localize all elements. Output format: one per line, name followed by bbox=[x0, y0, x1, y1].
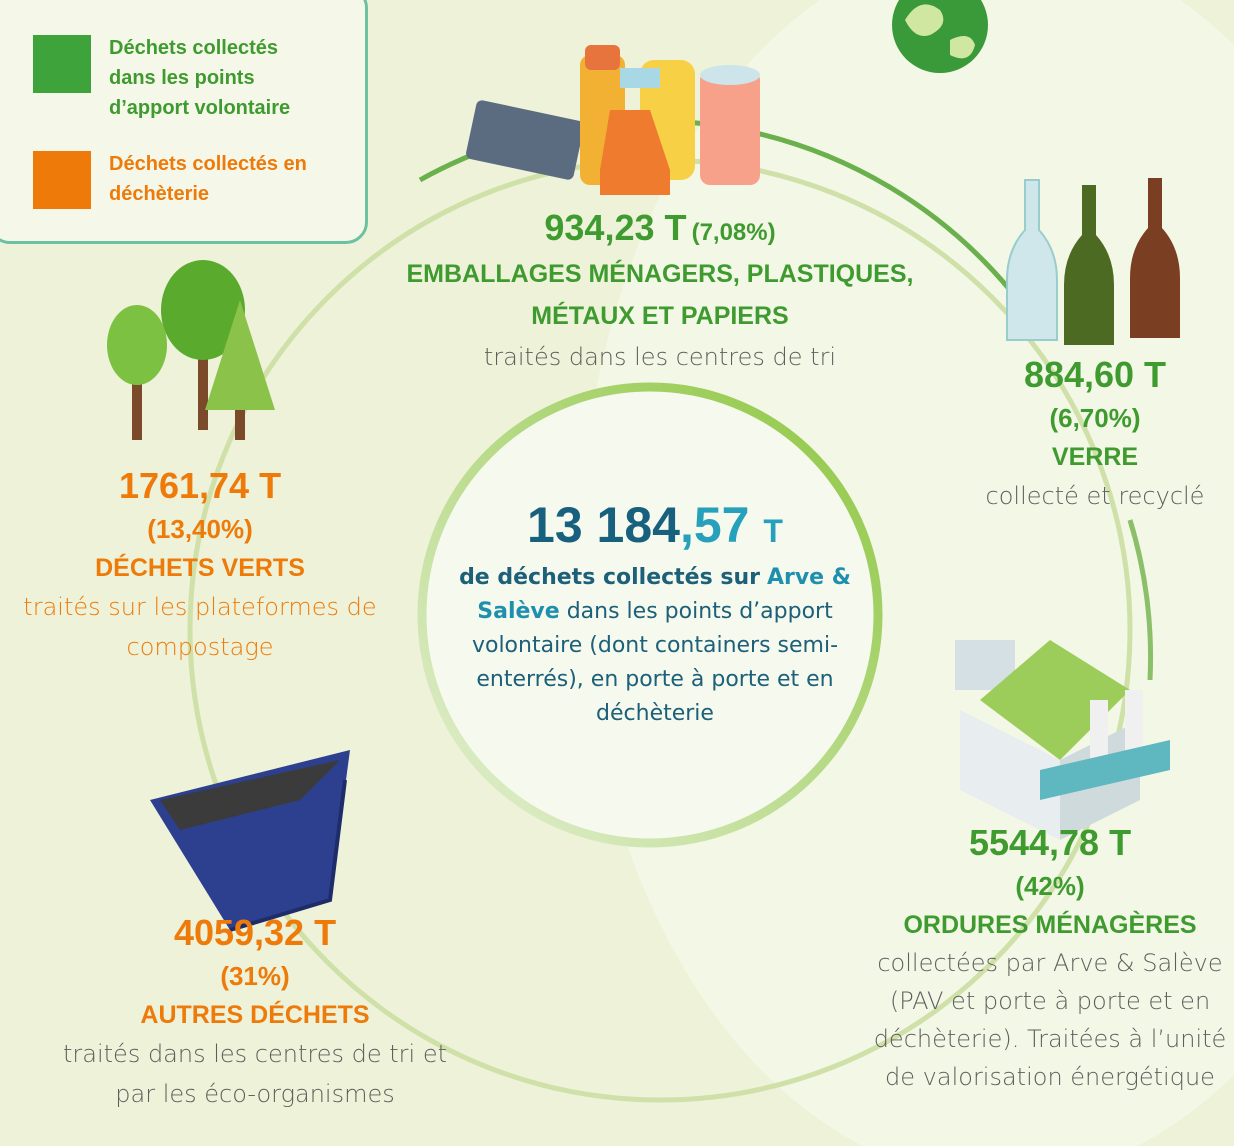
page: Déchets collectés dans les points d’appo… bbox=[0, 0, 1234, 1146]
item-label: EMBALLAGES MÉNAGERS, PLASTIQUES, MÉTAUX … bbox=[400, 253, 920, 337]
item-verts: 1761,74 T (13,40%) DÉCHETS VERTS traités… bbox=[10, 463, 390, 667]
item-description: collecté et recyclé bbox=[950, 476, 1234, 516]
packaging-icon bbox=[465, 45, 760, 195]
legend-label: Déchets collectés en déchèterie bbox=[109, 149, 329, 209]
item-amount: 884,60 T bbox=[950, 352, 1234, 398]
item-description: collectées par Arve & Salève (PAV et por… bbox=[855, 944, 1234, 1096]
legend-swatch bbox=[33, 35, 91, 93]
item-label: AUTRES DÉCHETS bbox=[40, 996, 470, 1034]
item-amount: 5544,78 T bbox=[855, 820, 1234, 866]
legend-label: Déchets collectés dans les points d’appo… bbox=[109, 33, 329, 123]
item-label: DÉCHETS VERTS bbox=[10, 549, 390, 587]
center-description: de déchets collectés sur Arve & Salève d… bbox=[430, 561, 880, 731]
item-description: traités dans les centres de tri et par l… bbox=[40, 1034, 470, 1114]
center-text: 13 184,57 T de déchets collectés sur Arv… bbox=[430, 495, 880, 731]
item-percent: (7,08%) bbox=[692, 219, 776, 246]
item-label: ORDURES MÉNAGÈRES bbox=[855, 906, 1234, 944]
item-amount: 4059,32 T bbox=[40, 910, 470, 956]
item-verre: 884,60 T (6,70%) VERRE collecté et recyc… bbox=[950, 352, 1234, 516]
legend: Déchets collectés dans les points d’appo… bbox=[0, 0, 368, 244]
item-emballages: 934,23 T (7,08%) EMBALLAGES MÉNAGERS, PL… bbox=[400, 205, 920, 377]
skip-icon bbox=[150, 750, 350, 930]
legend-item: Déchets collectés en déchèterie bbox=[33, 149, 329, 209]
bottles-icon bbox=[1007, 178, 1180, 345]
item-percent: (13,40%) bbox=[10, 509, 390, 549]
item-percent: (6,70%) bbox=[950, 398, 1234, 438]
item-autres: 4059,32 T (31%) AUTRES DÉCHETS traités d… bbox=[40, 910, 470, 1114]
item-amount: 934,23 T bbox=[544, 207, 686, 248]
item-label: VERRE bbox=[950, 438, 1234, 476]
legend-swatch bbox=[33, 151, 91, 209]
center-bold: de déchets collectés sur bbox=[459, 565, 760, 590]
item-description: traités dans les centres de tri bbox=[400, 337, 920, 377]
item-amount: 1761,74 T bbox=[10, 463, 390, 509]
item-description: traités sur les plateformes de compostag… bbox=[10, 587, 390, 667]
trees-icon bbox=[107, 260, 275, 440]
item-percent: (42%) bbox=[855, 866, 1234, 906]
item-ordures: 5544,78 T (42%) ORDURES MÉNAGÈRES collec… bbox=[855, 820, 1234, 1096]
total-main: 13 184 bbox=[527, 497, 680, 553]
item-percent: (31%) bbox=[40, 956, 470, 996]
total-unit: T bbox=[763, 513, 783, 549]
total-decimal: ,57 bbox=[680, 497, 750, 553]
legend-item: Déchets collectés dans les points d’appo… bbox=[33, 33, 329, 123]
item-amount-line: 934,23 T (7,08%) bbox=[400, 205, 920, 253]
total: 13 184,57 T bbox=[430, 495, 880, 561]
